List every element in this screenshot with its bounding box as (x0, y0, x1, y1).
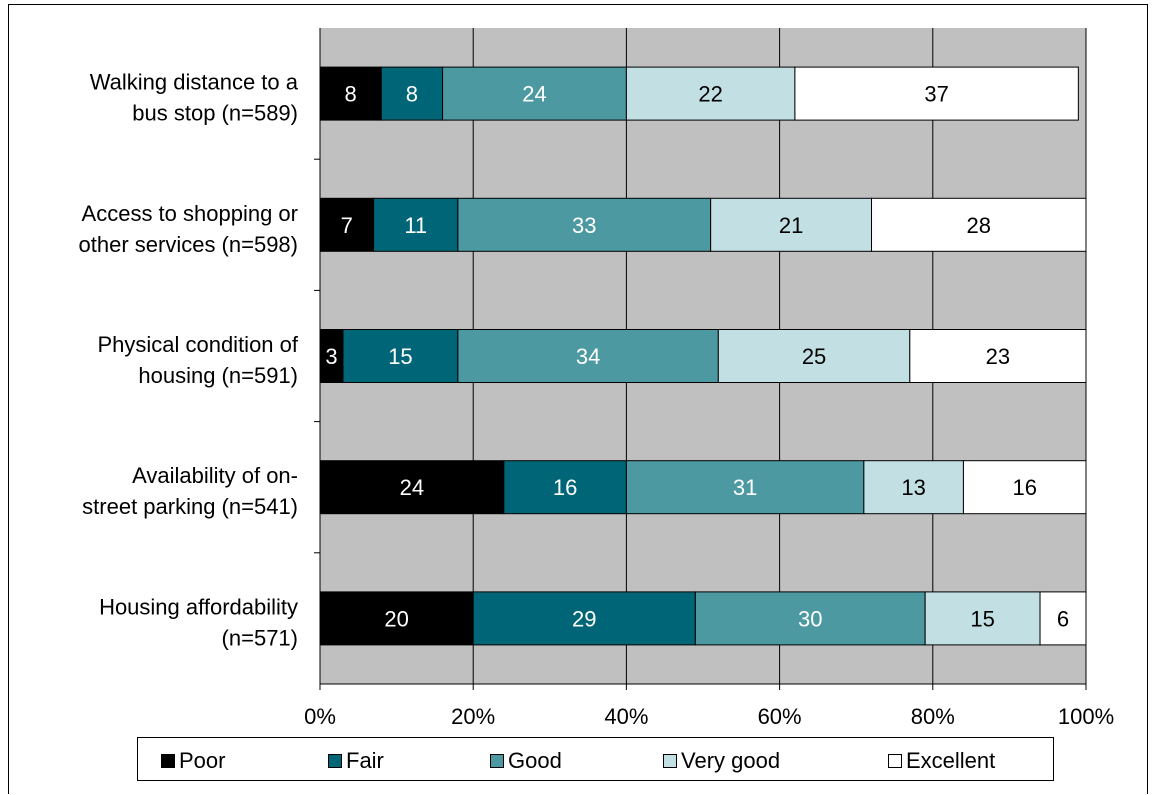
data-label: 8 (406, 82, 418, 107)
category-label-line: other services (n=598) (79, 232, 299, 257)
data-label: 24 (522, 82, 546, 107)
bar-segment-excellent (794, 66, 1079, 121)
bar-segment-very-good (863, 460, 964, 515)
bar-segment-excellent (1039, 591, 1087, 646)
data-label: 33 (572, 213, 596, 238)
x-tick-label: 80% (911, 704, 955, 729)
data-label: 15 (388, 344, 412, 369)
data-label: 31 (733, 475, 757, 500)
bars (319, 66, 1087, 646)
bar-segment-fair (373, 197, 459, 252)
legend-item: Very good (663, 748, 780, 774)
bar-segment-very-good (710, 197, 873, 252)
x-tick-label: 20% (451, 704, 495, 729)
category-label-line: Walking distance to a (90, 70, 299, 95)
category-label: Availability of on-street parking (n=541… (82, 463, 298, 519)
bar-segment-good (442, 66, 627, 121)
data-label: 11 (404, 213, 427, 238)
x-tick-label: 40% (604, 704, 648, 729)
data-label: 3 (325, 344, 337, 369)
data-label: 6 (1057, 606, 1069, 631)
category-label-line: Housing affordability (99, 594, 298, 619)
data-label: 25 (802, 344, 826, 369)
bar-segment-excellent (962, 460, 1087, 515)
legend-swatch (161, 754, 175, 768)
category-label-line: housing (n=591) (138, 363, 298, 388)
legend-label: Excellent (906, 748, 996, 773)
data-label: 16 (553, 475, 577, 500)
bar-segment-excellent (871, 197, 1087, 252)
data-label: 21 (779, 213, 803, 238)
legend-label: Poor (179, 748, 226, 773)
category-label-line: Availability of on- (132, 463, 298, 488)
bar-segment-poor (319, 460, 505, 515)
legend: Poor Fair Good Very good Excellent (137, 737, 1054, 781)
legend-item: Fair (328, 748, 384, 774)
bar-segment-fair (472, 591, 696, 646)
category-label-line: street parking (n=541) (82, 494, 298, 519)
data-label: 22 (698, 82, 722, 107)
data-label: 37 (924, 82, 948, 107)
x-tick-label: 100% (1058, 704, 1114, 729)
data-label: 16 (1012, 475, 1036, 500)
category-label: Physical condition of housing (n=591) (97, 332, 298, 388)
legend-label: Very good (681, 748, 781, 773)
bar-segment-very-good (717, 329, 911, 383)
data-label: 13 (901, 475, 925, 500)
x-tick-label: 0% (304, 704, 336, 729)
category-label-line: Access to shopping or (82, 201, 298, 226)
bar-segment-fair (342, 329, 459, 383)
category-label: Housing affordability (n=571) (99, 594, 298, 650)
bar-segment-fair (503, 460, 627, 515)
category-label-line: (n=571) (222, 625, 298, 650)
category-label: Access to shopping or other services (n=5… (79, 201, 299, 257)
category-label-line: bus stop (n=589) (132, 101, 298, 126)
category-label-line: Physical condition of (97, 332, 298, 357)
data-label: 7 (341, 213, 353, 238)
legend-label: Good (508, 748, 562, 773)
data-label: 28 (967, 213, 991, 238)
legend-item: Good (490, 748, 562, 774)
axes: 0% 20% 40% 60% 80% 100% Walking distance to a b… (79, 28, 1114, 729)
legend-item: Poor (161, 748, 225, 774)
bar-segment-excellent (909, 329, 1087, 383)
data-label: 24 (400, 475, 424, 500)
labels: 8 8 24 22 37 7 11 33 21 28 3 15 34 25 23 24 16 31 13 16 20 29… (325, 82, 1069, 632)
data-label: 15 (970, 606, 994, 631)
data-label: 34 (576, 344, 600, 369)
bar-segment-poor (319, 197, 375, 252)
x-tick-label: 60% (758, 704, 802, 729)
legend-label: Fair (346, 748, 384, 773)
data-label: 20 (384, 606, 408, 631)
chart-frame (8, 4, 1148, 794)
data-label: 23 (986, 344, 1010, 369)
legend-swatch (663, 754, 677, 768)
bar-segment-good (694, 591, 926, 646)
bar-segment-good (625, 460, 865, 515)
category-label: Walking distance to a bus stop (n=589) (90, 70, 299, 126)
data-label: 29 (572, 606, 596, 631)
bar-segment-good (457, 197, 712, 252)
data-label: 30 (798, 606, 822, 631)
bar-segment-very-good (625, 66, 796, 121)
legend-swatch (888, 754, 902, 768)
legend-swatch (490, 754, 504, 768)
legend-swatch (328, 754, 342, 768)
legend-item: Excellent (888, 748, 995, 774)
data-label: 8 (345, 82, 357, 107)
bar-segment-poor (319, 591, 474, 646)
